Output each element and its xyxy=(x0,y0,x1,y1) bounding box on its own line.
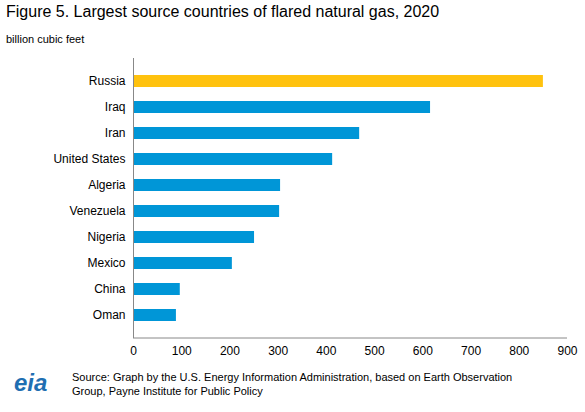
html-text:billion cubic feet: billion cubic feet xyxy=(6,33,85,45)
svg-text:500: 500 xyxy=(365,344,385,358)
svg-text:China: China xyxy=(94,282,126,296)
svg-text:Oman: Oman xyxy=(93,308,126,322)
svg-text:Venezuela: Venezuela xyxy=(69,204,125,218)
svg-text:Mexico: Mexico xyxy=(87,256,125,270)
svg-text:Iraq: Iraq xyxy=(105,100,126,114)
svg-text:300: 300 xyxy=(268,344,288,358)
svg-text:0: 0 xyxy=(130,344,137,358)
svg-text:Nigeria: Nigeria xyxy=(87,230,125,244)
svg-text:Iran: Iran xyxy=(105,126,126,140)
svg-text:700: 700 xyxy=(461,344,481,358)
svg-text:800: 800 xyxy=(509,344,529,358)
svg-text:Russia: Russia xyxy=(89,74,126,88)
svg-text:400: 400 xyxy=(316,344,336,358)
html-text:Figure 5. Largest source count: Figure 5. Largest source countries of fl… xyxy=(6,3,440,20)
html-text:Source: Graph by the U.S. Ener: Source: Graph by the U.S. Energy Informa… xyxy=(72,371,513,397)
svg-text:United States: United States xyxy=(53,152,125,166)
svg-text:600: 600 xyxy=(413,344,433,358)
svg-text:200: 200 xyxy=(220,344,240,358)
svg-text:100: 100 xyxy=(172,344,192,358)
svg-text:900: 900 xyxy=(557,344,577,358)
html-text:eia: eia xyxy=(14,369,48,396)
svg-text:Algeria: Algeria xyxy=(88,178,126,192)
